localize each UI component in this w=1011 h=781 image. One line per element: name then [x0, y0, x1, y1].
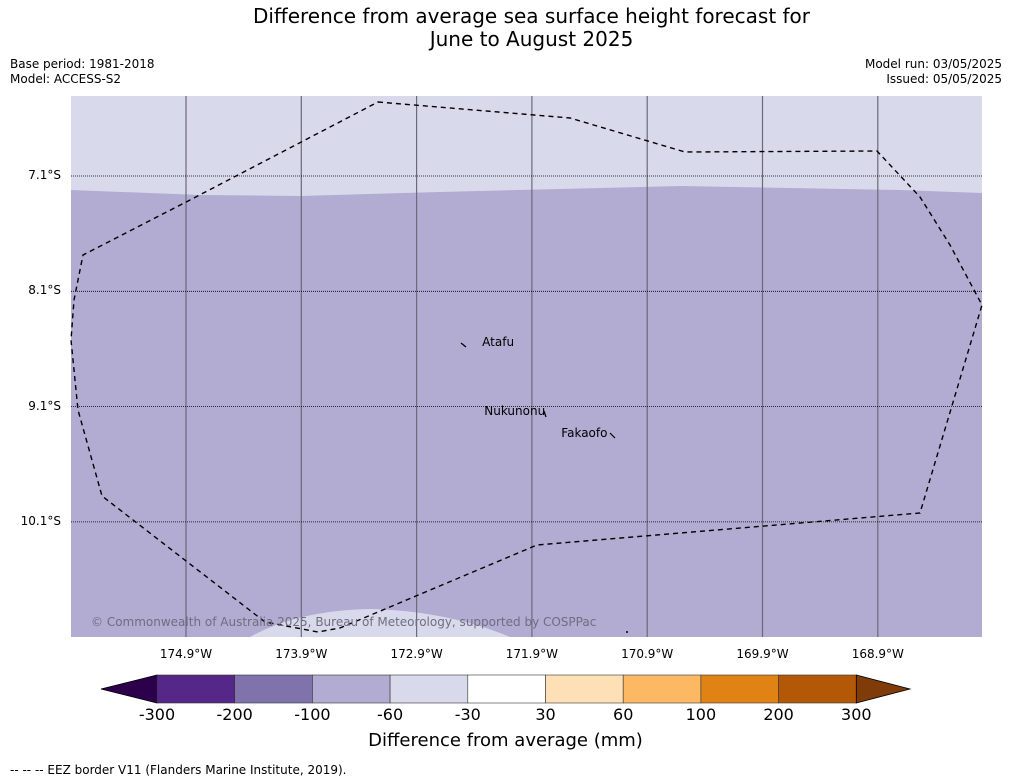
colorbar-segment	[234, 674, 313, 704]
meta-right: Model run: 03/05/2025 Issued: 05/05/2025	[865, 57, 1002, 87]
colorbar-segment	[389, 674, 469, 704]
colorbar-segment	[156, 674, 235, 704]
longitude-label: 168.9°W	[851, 647, 904, 661]
colorbar-segment	[700, 674, 779, 704]
colorbar-tick-label: 100	[685, 705, 717, 724]
longitude-label: 169.9°W	[736, 647, 789, 661]
longitude-label: 172.9°W	[390, 647, 443, 661]
colorbar-tick-label: -60	[377, 705, 404, 724]
colorbar-extend-max	[855, 674, 912, 704]
meta-left: Base period: 1981-2018 Model: ACCESS-S2	[10, 57, 155, 87]
colorbar-segment	[778, 674, 857, 704]
colorbar-tick-label: 60	[613, 705, 634, 724]
nukunonu-island-mark	[543, 410, 547, 418]
longitude-label: 170.9°W	[621, 647, 674, 661]
colorbar-tick-label: -300	[138, 705, 176, 724]
colorbar-tick-label: 300	[841, 705, 872, 724]
colorbar-tick-label: 200	[763, 705, 794, 724]
longitude-label: 174.9°W	[159, 647, 213, 661]
anomaly-region-light-south	[250, 609, 510, 637]
colorbar-title: Difference from average (mm)	[368, 730, 643, 751]
colorbar-segment	[312, 674, 391, 704]
latitude-label: 7.1°S	[28, 168, 61, 182]
place-labels: Atafu Nukunonu Fakaofo	[482, 335, 607, 440]
title-line-1: Difference from average sea surface heig…	[252, 4, 811, 28]
colorbar-extend-min	[100, 674, 158, 704]
place-label-atafu: Atafu	[482, 335, 514, 349]
colorbar-tick-label: -200	[216, 705, 253, 724]
eez-border	[70, 101, 983, 633]
model-run: Model run: 03/05/2025	[864, 57, 1002, 71]
colorbar-tick-label: -100	[294, 705, 331, 724]
place-label-fakaofo: Fakaofo	[561, 426, 607, 440]
anomaly-region-light-north	[71, 96, 982, 196]
colorbar-segment	[467, 674, 546, 704]
eez-legend-note: -- -- -- EEZ border V11 (Flanders Marine…	[10, 763, 347, 777]
latitude-label: 8.1°S	[28, 283, 61, 298]
map-title: Difference from average sea surface heig…	[0, 5, 1011, 51]
latitude-label: 9.1°S	[28, 398, 61, 413]
small-island-dot	[626, 631, 628, 633]
title-line-2: June to August 2025	[429, 27, 634, 51]
colorbar-segment	[622, 674, 702, 704]
colorbar	[100, 674, 912, 704]
base-period: Base period: 1981-2018	[10, 57, 155, 71]
colorbar-tick-label: -30	[454, 705, 481, 724]
issued-date: Issued: 05/05/2025	[886, 72, 1002, 86]
longitude-label: 173.9°W	[275, 647, 328, 661]
latitude-label: 10.1°S	[20, 513, 61, 528]
model-name: Model: ACCESS-S2	[10, 72, 122, 86]
longitude-label: 171.9°W	[505, 647, 558, 661]
atafu-island-mark	[460, 342, 467, 348]
place-label-nukunonu: Nukunonu	[484, 404, 545, 418]
colorbar-segment	[545, 674, 624, 704]
fakaofo-island-mark	[609, 432, 616, 439]
copyright-text: © Commonwealth of Australia 2025, Bureau…	[91, 615, 596, 629]
colorbar-tick-label: 30	[535, 705, 556, 724]
